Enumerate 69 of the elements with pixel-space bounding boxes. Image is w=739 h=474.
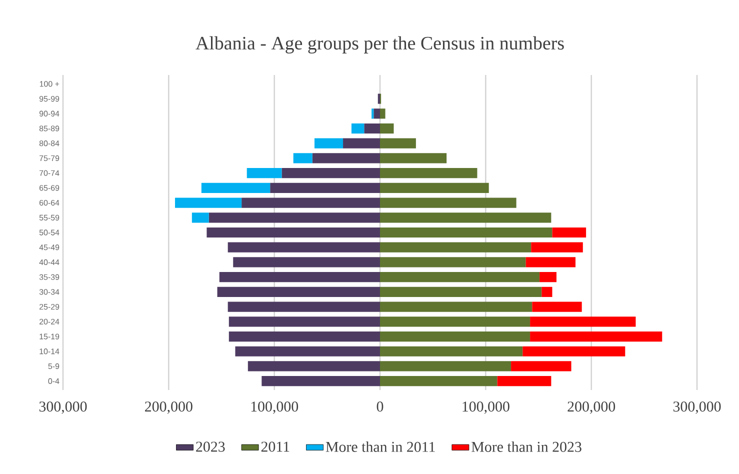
bar — [380, 168, 478, 178]
bar — [235, 346, 380, 356]
x-tick-label: 0 — [376, 402, 384, 412]
bar — [242, 198, 380, 208]
bar — [542, 286, 552, 297]
bar — [378, 94, 380, 104]
bar — [522, 346, 626, 356]
legend-label: More than in 2023 — [472, 441, 582, 452]
bar — [380, 153, 447, 164]
legend-label: More than in 2011 — [326, 441, 435, 452]
bar — [201, 182, 270, 193]
bar — [228, 242, 380, 252]
bar — [380, 361, 512, 372]
x-tick-label: 300,000 — [673, 402, 721, 414]
bar — [374, 108, 380, 119]
bar — [380, 257, 526, 268]
bar — [380, 123, 394, 134]
bar — [228, 331, 380, 342]
bar — [228, 316, 380, 327]
bar — [282, 168, 380, 178]
bar — [540, 272, 556, 282]
bar — [380, 376, 498, 386]
x-tick-label: 300,000 — [39, 402, 87, 414]
bar — [262, 376, 380, 386]
bar — [208, 212, 380, 223]
bar — [351, 123, 364, 134]
x-tick-label: 200,000 — [568, 402, 616, 414]
bar — [526, 257, 576, 268]
chart-title: Albania - Age groups per the Census in numbers — [196, 36, 564, 54]
bar — [531, 242, 583, 252]
bar — [380, 316, 530, 327]
bar — [380, 331, 530, 342]
bar — [532, 302, 582, 312]
bar — [380, 302, 532, 312]
bar — [497, 376, 552, 386]
bar — [228, 302, 380, 312]
x-tick-label: 100,000 — [251, 402, 298, 414]
bar — [364, 123, 380, 134]
bar — [530, 331, 662, 342]
bar — [293, 153, 312, 164]
bar — [380, 138, 416, 148]
bar — [380, 242, 532, 252]
bar — [175, 198, 242, 208]
bar — [343, 138, 380, 148]
x-tick-label: 100,000 — [462, 402, 510, 414]
bar — [552, 227, 586, 238]
bar — [314, 138, 344, 148]
bar — [270, 182, 380, 193]
bar — [206, 227, 380, 238]
bar — [380, 227, 552, 238]
legend-label: 2023 — [196, 442, 225, 452]
legend-label: 2011 — [261, 442, 290, 452]
bar — [192, 212, 209, 223]
bar — [233, 257, 380, 268]
bar — [511, 361, 572, 372]
bar — [312, 153, 380, 164]
bar — [219, 272, 380, 282]
x-tick-label: 200,000 — [145, 402, 192, 414]
bar — [246, 168, 282, 178]
bar — [248, 361, 380, 372]
bar — [380, 108, 386, 119]
bar — [380, 212, 552, 223]
bar — [380, 272, 540, 282]
bar — [380, 182, 489, 193]
bar — [530, 316, 636, 327]
bar — [380, 286, 542, 297]
bar — [380, 198, 516, 208]
bar — [217, 286, 380, 297]
bar — [380, 346, 523, 356]
